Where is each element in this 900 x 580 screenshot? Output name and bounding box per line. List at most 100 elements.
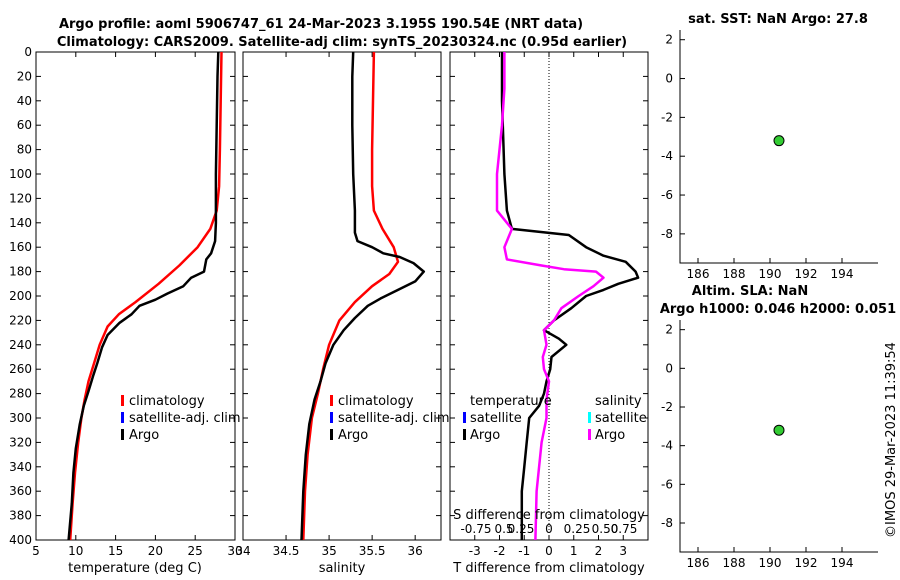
x-tick-label: 34.5: [273, 544, 300, 558]
salinity-difference-tick-label: 0.50: [592, 522, 619, 536]
salinity-panel: 34 34.5 35 35.5 36 salinity climatology sate…: [235, 51, 450, 576]
x-tick-label: 190: [759, 556, 782, 570]
salinity-difference-label: S difference from climatology: [453, 508, 645, 523]
y-tick-label: 320: [9, 435, 32, 449]
x-tick-label: 1: [570, 544, 578, 558]
temperature-difference-label: T difference from climatology: [452, 561, 645, 576]
difference-panel: -3 -2 -1 0 1 2 3 S difference from climatology…: [449, 51, 649, 576]
timestamp-stamp: ©IMOS 29-Mar-2023 11:39:54: [884, 342, 899, 538]
temperature-axes-box: [35, 51, 236, 541]
salinity-axes-box: [242, 51, 442, 541]
y-tick-label: 0: [665, 361, 673, 375]
y-tick-label: 200: [9, 289, 32, 303]
y-tick-label: 80: [17, 143, 32, 157]
x-tick-label: 186: [687, 556, 710, 570]
x-tick-label: 5: [32, 544, 40, 558]
x-tick-label: 192: [795, 267, 818, 281]
y-tick-label: 280: [9, 387, 32, 401]
legend-swatch-satellite: [121, 412, 124, 423]
y-tick-label: -8: [661, 516, 673, 530]
sla-argo-point: [773, 424, 785, 436]
sst-argo-point: [773, 135, 785, 147]
salinity-x-label: salinity: [319, 561, 366, 576]
series-line-argo: [67, 51, 220, 541]
sla-axes: [679, 320, 878, 553]
sst-title: sat. SST: NaN Argo: 27.8: [688, 12, 868, 27]
y-tick-label: -2: [661, 110, 673, 124]
salinity-difference-tick-label: -0.75: [460, 522, 491, 536]
legend-swatch-temperature-satellite: [463, 412, 466, 423]
y-tick-label: 300: [9, 411, 32, 425]
series-line-argo-salinity-difference: [495, 52, 605, 541]
legend-label-satellite: satellite-adj. clim: [129, 411, 241, 426]
sla-title-line2: Argo h1000: 0.046 h2000: 0.051: [660, 302, 896, 317]
y-tick-label: 60: [17, 118, 32, 132]
y-tick-label: 360: [9, 484, 32, 498]
temperature-legend: climatology satellite-adj. clim Argo: [121, 394, 241, 443]
y-tick-label: 340: [9, 460, 32, 474]
x-tick-label: 30: [227, 544, 242, 558]
y-tick-label: -8: [661, 227, 673, 241]
salinity-y-ticks: [243, 51, 441, 541]
salinity-lines: [300, 51, 426, 541]
legend-heading-temperature: temperature: [470, 394, 552, 409]
figure-title-line1: Argo profile: aoml 5906747_61 24-Mar-202…: [59, 17, 583, 32]
legend-label-salinity-satellite: satellite: [595, 411, 647, 426]
legend-label-salinity-argo: Argo: [595, 428, 625, 443]
legend-swatch-salinity-satellite: [588, 412, 591, 423]
legend-label-climatology: climatology: [338, 394, 414, 409]
y-tick-label: 2: [665, 323, 673, 337]
y-tick-label: -4: [661, 439, 673, 453]
legend-label-argo: Argo: [129, 428, 159, 443]
series-line-argo-temperature-difference: [500, 52, 640, 540]
series-line-climatology: [302, 51, 400, 541]
temperature-x-label: temperature (deg C): [68, 561, 202, 576]
y-tick-label: -2: [661, 400, 673, 414]
difference-lines: [495, 52, 640, 541]
x-tick-label: 190: [759, 267, 782, 281]
temperature-x-ticks: 5 10 15 20 25 30: [32, 52, 243, 558]
x-tick-label: 34: [235, 544, 250, 558]
series-line-argo: [300, 51, 426, 541]
x-tick-label: 192: [795, 556, 818, 570]
y-tick-label: 260: [9, 362, 32, 376]
temperature-lines: [67, 51, 223, 541]
sst-panel: sat. SST: NaN Argo: 27.8 2 0 -2 -4 -6 -8 186 18…: [661, 12, 878, 281]
x-tick-label: 15: [108, 544, 123, 558]
salinity-difference-ticks: -0.75 0.50.25 0 0.25 0.500.75: [460, 522, 637, 536]
sst-ticks: 2 0 -2 -4 -6 -8 186 188 190 192 194: [661, 33, 853, 281]
legend-swatch-argo: [330, 429, 333, 440]
salinity-difference-tick-label: 0.25: [508, 522, 535, 536]
legend-label-satellite: satellite-adj. clim: [338, 411, 450, 426]
y-tick-label: 40: [17, 94, 32, 108]
x-tick-label: 194: [831, 267, 854, 281]
series-line-climatology: [68, 51, 223, 541]
salinity-legend: climatology satellite-adj. clim Argo: [330, 394, 450, 443]
x-tick-label: 3: [619, 544, 627, 558]
x-tick-label: -2: [494, 544, 506, 558]
legend-label-argo: Argo: [338, 428, 368, 443]
legend-heading-salinity: salinity: [595, 394, 642, 409]
y-tick-label: -6: [661, 477, 673, 491]
legend-swatch-climatology: [121, 395, 124, 406]
salinity-difference-tick-label: 0: [545, 522, 553, 536]
sla-panel: Altim. SLA: NaN Argo h1000: 0.046 h2000:…: [660, 284, 896, 570]
y-tick-label: 100: [9, 167, 32, 181]
y-tick-label: 380: [9, 509, 32, 523]
y-tick-label: 180: [9, 265, 32, 279]
difference-x-ticks: -3 -2 -1 0 1 2 3: [469, 52, 627, 558]
sla-title-line1: Altim. SLA: NaN: [692, 284, 808, 299]
x-tick-label: 186: [687, 267, 710, 281]
y-tick-label: 20: [17, 69, 32, 83]
x-tick-label: 10: [68, 544, 83, 558]
x-tick-label: 35.5: [359, 544, 386, 558]
legend-swatch-satellite: [330, 412, 333, 423]
x-tick-label: 188: [723, 267, 746, 281]
legend-label-temperature-argo: Argo: [470, 428, 500, 443]
y-tick-label: 0: [24, 45, 32, 59]
temperature-y-ticks: 0 20 40 60 80 100 120 140 160 180 200 220 240 260 280 3…: [9, 45, 235, 547]
x-tick-label: -1: [518, 544, 530, 558]
y-tick-label: -4: [661, 149, 673, 163]
figure-title-line2: Climatology: CARS2009. Satellite-adj cli…: [57, 35, 627, 50]
